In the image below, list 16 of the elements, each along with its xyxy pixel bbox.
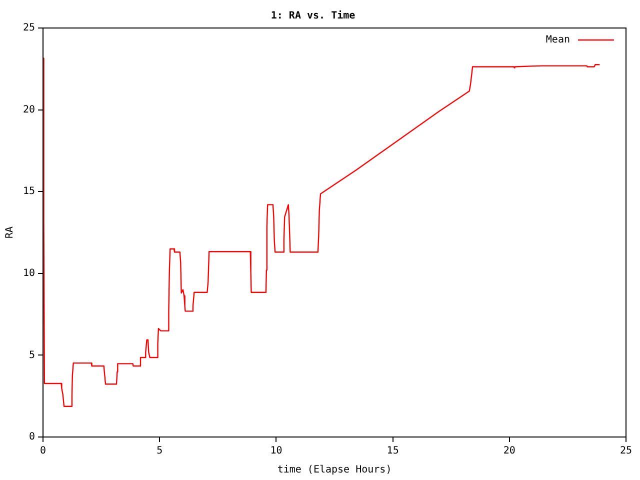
x-tick-label: 20 — [503, 446, 516, 457]
x-tick-label: 5 — [156, 446, 163, 457]
y-axis-title: RA — [4, 226, 16, 239]
y-tick-label: 0 — [29, 432, 36, 443]
x-tick-label: 0 — [40, 446, 46, 457]
y-tick-label: 10 — [22, 268, 36, 279]
x-tick-label: 25 — [620, 446, 632, 457]
y-tick-label: 5 — [29, 350, 36, 361]
x-axis-title: time (Elapse Hours) — [277, 464, 392, 476]
legend-label: Mean — [546, 34, 570, 46]
x-tick-label: 15 — [386, 446, 399, 457]
x-tick-label: 10 — [270, 446, 282, 457]
y-tick-label: 25 — [22, 22, 36, 34]
y-tick-label: 20 — [22, 104, 36, 116]
chart-title: 1: RA vs. Time — [270, 10, 356, 22]
y-tick-label: 15 — [22, 186, 36, 198]
